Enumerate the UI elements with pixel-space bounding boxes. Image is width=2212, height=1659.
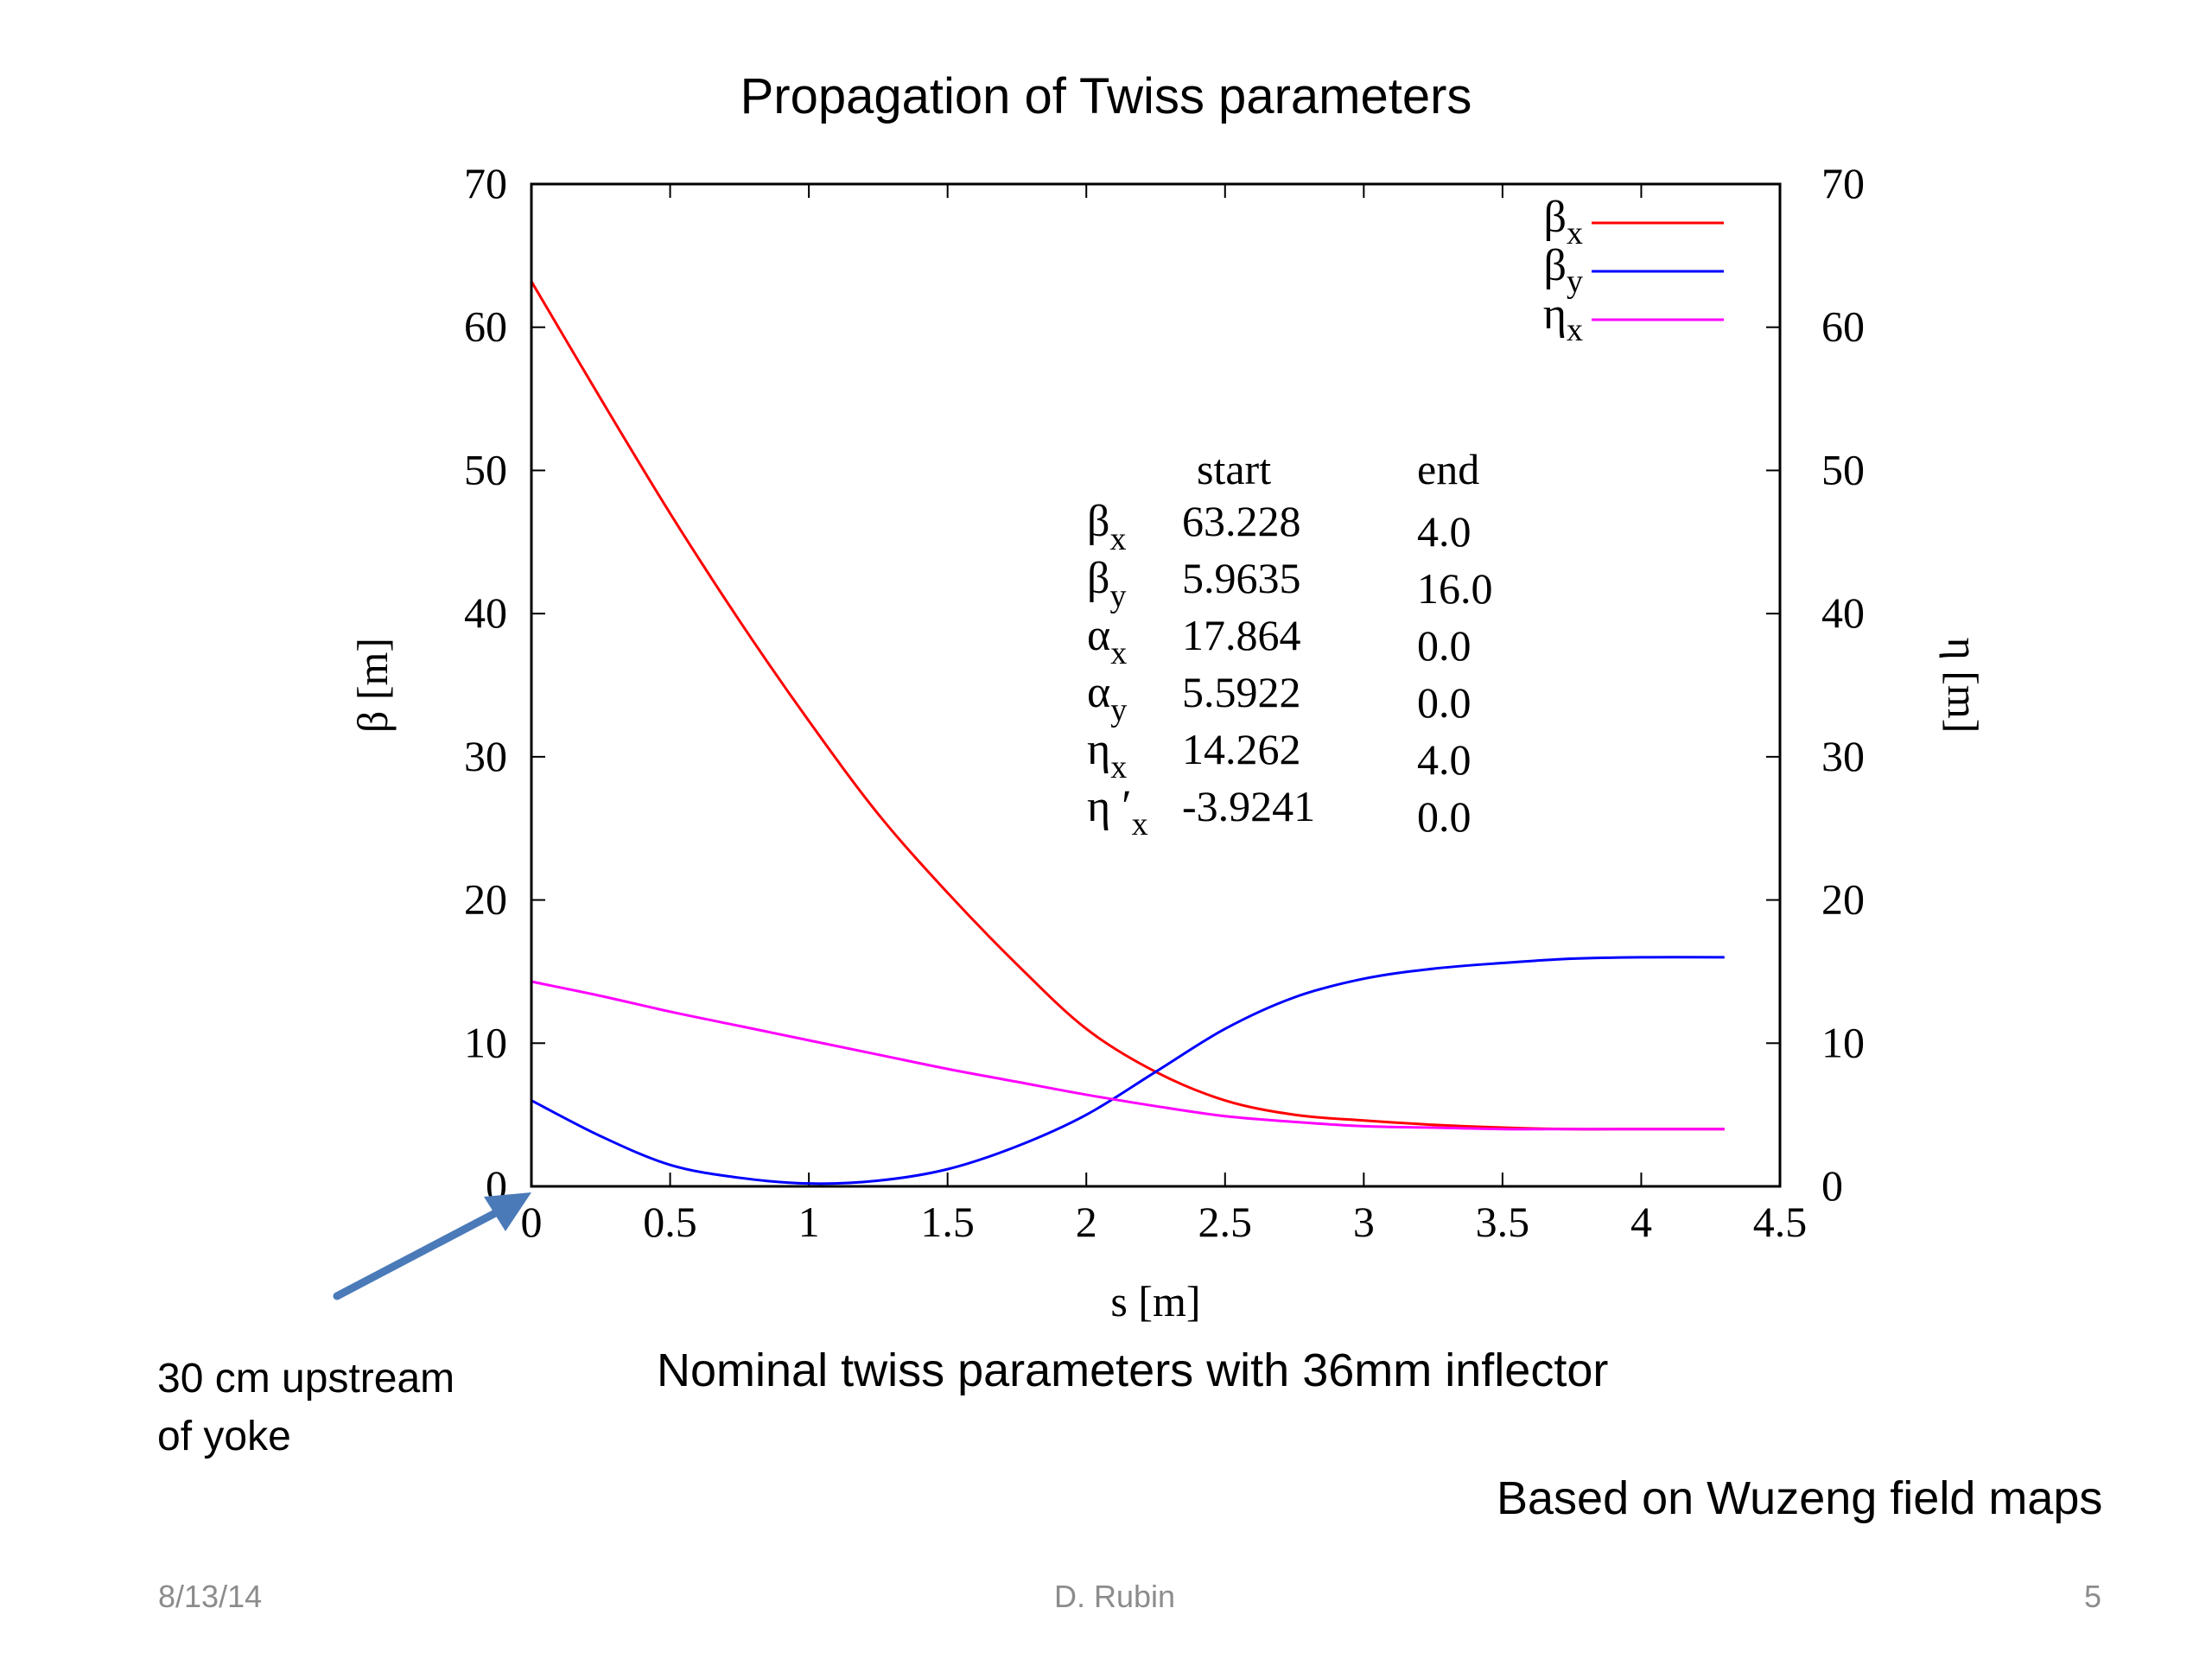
table-row-end-value: 16.0 — [1417, 564, 1493, 613]
footer-author: D. Rubin — [1054, 1579, 1176, 1614]
arrow-shaft — [333, 1208, 501, 1300]
y-tick-label: 50 — [464, 445, 507, 493]
twiss-parameter-table: start end βx 63.228 4.0 βy 5.9635 16.0 αx 17.864 0… — [1087, 445, 1493, 842]
table-row-end-value: 0.0 — [1417, 678, 1471, 727]
x-tick-label: 4 — [1630, 1198, 1652, 1246]
table-row-symbol: αy — [1087, 668, 1127, 728]
y-axis-label: β [m] — [348, 638, 397, 733]
x-tick-label: 3 — [1353, 1198, 1375, 1246]
caption-left-line1: 30 cm upstream — [157, 1356, 455, 1402]
slide-title: Propagation of Twiss parameters — [740, 68, 1472, 124]
annotation-arrow — [333, 1192, 531, 1300]
y2-tick-label: 60 — [1821, 302, 1865, 351]
x-tick-label: 2.5 — [1198, 1198, 1253, 1246]
series-line-βy — [531, 956, 1725, 1185]
table-row-start-value: 5.9635 — [1182, 554, 1301, 602]
table-row-start-value: 17.864 — [1182, 611, 1301, 659]
y2-tick-label: 30 — [1821, 732, 1865, 780]
caption-main: Nominal twiss parameters with 36mm infle… — [657, 1344, 1609, 1396]
x-tick-label: 3.5 — [1476, 1198, 1530, 1246]
y2-tick-labels: 0 10 20 30 40 50 60 70 — [1821, 159, 1865, 1210]
arrow-head — [484, 1192, 531, 1231]
footer-page-number: 5 — [2084, 1579, 2102, 1614]
plot-frame — [530, 182, 1782, 1188]
x-tick-label: 0.5 — [643, 1198, 697, 1246]
series-line-ηx — [531, 980, 1725, 1131]
table-row-end-value: 4.0 — [1417, 507, 1471, 556]
caption-right: Based on Wuzeng field maps — [1497, 1472, 2103, 1524]
table-header-end: end — [1417, 445, 1479, 493]
legend-label: βx — [1544, 193, 1583, 251]
table-row-end-value: 0.0 — [1417, 621, 1471, 670]
y2-tick-label: 10 — [1821, 1018, 1865, 1066]
chart-ticks — [531, 183, 1781, 1187]
table-row-start-value: -3.9241 — [1182, 782, 1315, 830]
y2-tick-label: 20 — [1821, 875, 1865, 924]
y2-tick-label: 70 — [1821, 159, 1865, 207]
footer-date: 8/13/14 — [158, 1579, 263, 1614]
y2-tick-label: 40 — [1821, 588, 1865, 637]
y-tick-label: 40 — [464, 588, 507, 637]
x-tick-label: 1.5 — [920, 1198, 975, 1246]
y2-tick-label: 50 — [1821, 445, 1865, 493]
y-tick-label: 10 — [464, 1018, 507, 1066]
x-tick-labels: 0 0.5 1 1.5 2 2.5 3 3.5 4 4.5 — [521, 1198, 1808, 1246]
y-tick-label: 20 — [464, 875, 507, 924]
table-row-symbol: βy — [1087, 554, 1126, 614]
chart-curves — [530, 280, 1725, 1185]
table-row-end-value: 4.0 — [1417, 735, 1471, 784]
legend-label: ηx — [1543, 289, 1583, 348]
table-row-start-value: 63.228 — [1182, 497, 1301, 545]
y2-tick-label: 0 — [1821, 1161, 1843, 1210]
table-header-start: start — [1197, 445, 1271, 493]
y-tick-label: 60 — [464, 302, 507, 351]
x-axis-label: s [m] — [1110, 1277, 1200, 1325]
y-tick-label: 70 — [464, 159, 507, 207]
table-row-symbol: η ′x — [1087, 782, 1148, 842]
x-tick-label: 1 — [798, 1198, 820, 1246]
y2-axis-label: η [m] — [1939, 638, 1987, 734]
x-tick-label: 0 — [521, 1198, 543, 1246]
table-row-symbol: αx — [1087, 611, 1127, 671]
x-tick-label: 2 — [1076, 1198, 1097, 1246]
caption-left-line2: of yoke — [157, 1414, 291, 1459]
table-row-start-value: 14.262 — [1182, 725, 1301, 773]
table-row-end-value: 0.0 — [1417, 792, 1471, 841]
legend-label: βy — [1544, 241, 1583, 300]
table-row-start-value: 5.5922 — [1182, 668, 1301, 716]
table-row-symbol: βx — [1087, 497, 1126, 557]
series-line-βx — [530, 280, 1725, 1131]
y-tick-label: 30 — [464, 732, 507, 780]
x-tick-label: 4.5 — [1753, 1198, 1808, 1246]
table-row-symbol: ηx — [1087, 725, 1127, 785]
